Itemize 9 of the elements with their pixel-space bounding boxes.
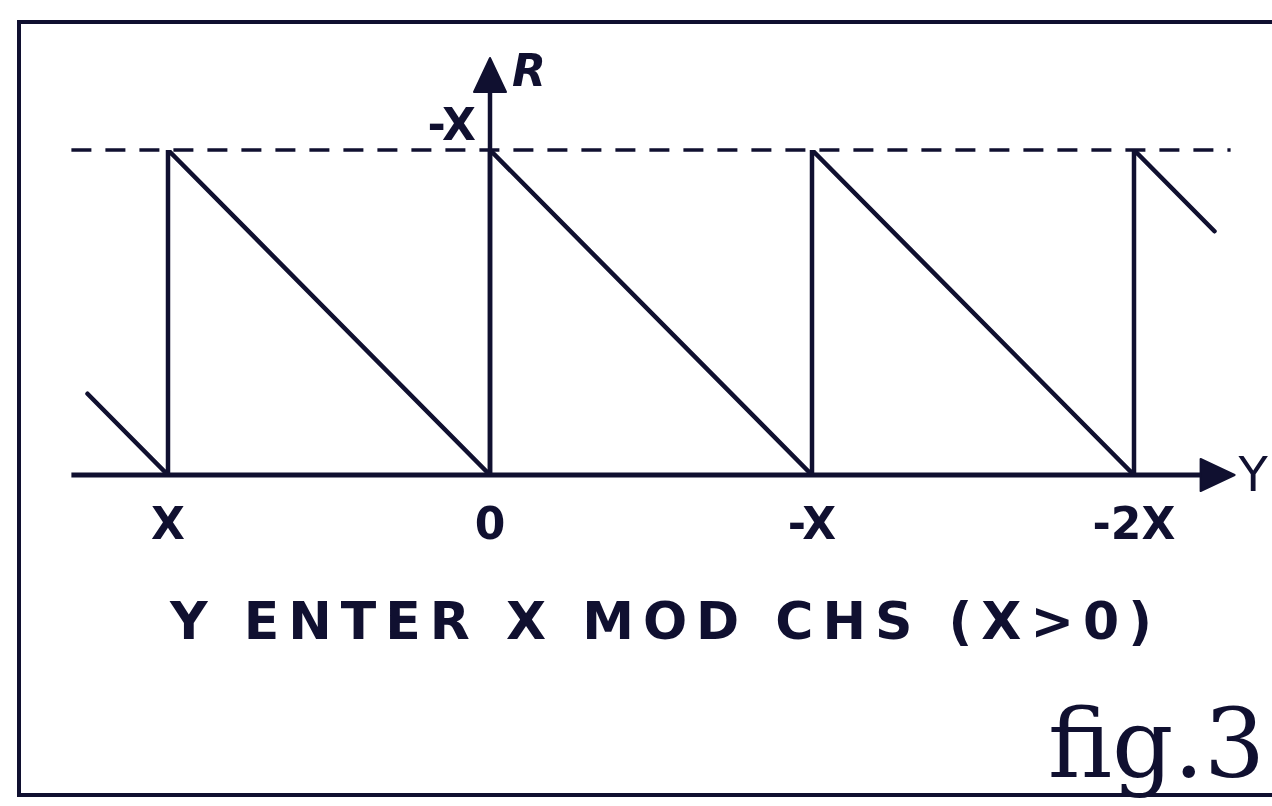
x-tick-label: -X	[787, 498, 837, 549]
x-tick-label: X	[151, 498, 186, 549]
x-axis-title: Y	[1237, 446, 1269, 502]
x-tick-label: -2X	[1092, 498, 1176, 549]
ref-line-label: -X	[427, 99, 477, 150]
caption: fig.3	[1048, 688, 1266, 800]
x-tick-label: 0	[474, 498, 506, 549]
text: Y ENTER X MOD CHS (X>0)	[170, 591, 1161, 651]
y-axis-title: R	[512, 45, 546, 96]
